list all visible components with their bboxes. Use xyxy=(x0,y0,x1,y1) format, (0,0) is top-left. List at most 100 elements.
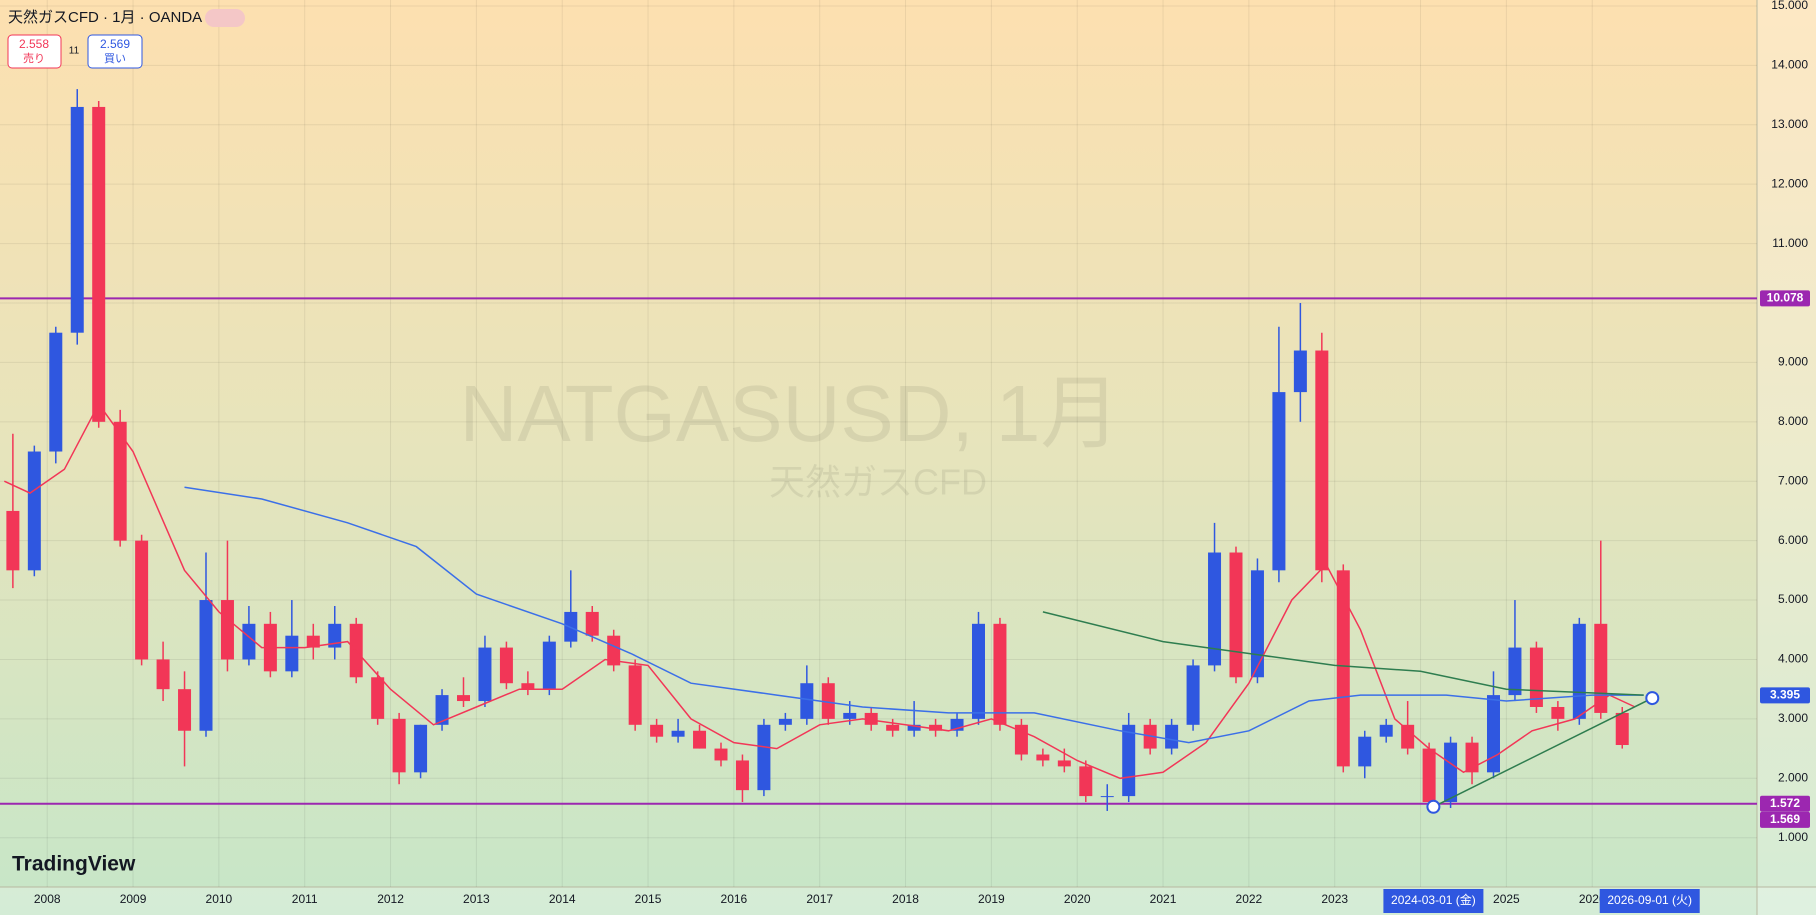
x-tick-label: 2015 xyxy=(635,892,662,906)
candle-body xyxy=(478,647,492,702)
x-tick-label: 2009 xyxy=(120,892,147,906)
candle-body xyxy=(585,611,599,636)
indicator-line xyxy=(184,486,1644,744)
candle-body xyxy=(864,712,878,725)
candle-body xyxy=(178,689,192,731)
y-tick-label: 12.000 xyxy=(1771,176,1808,190)
candle-body xyxy=(285,635,299,672)
candle-body xyxy=(1336,570,1350,767)
candle-body xyxy=(1379,724,1393,737)
candle-body xyxy=(1572,623,1586,719)
candle-body xyxy=(821,683,835,719)
time-cursor-label: 2024-03-01 (金) xyxy=(1391,892,1476,907)
candle-body xyxy=(650,724,664,737)
watermark: NATGASUSD, 1月 xyxy=(460,369,1121,458)
candle-body xyxy=(1551,706,1565,719)
candle-body xyxy=(929,724,943,731)
time-cursor-box xyxy=(1383,889,1484,913)
candle-body xyxy=(671,730,685,737)
y-tick-label: 2.000 xyxy=(1778,770,1808,784)
time-cursor-label: 2026-09-01 (火) xyxy=(1607,893,1692,907)
time-axis xyxy=(0,887,1816,915)
candle-body xyxy=(135,540,149,660)
buy-button[interactable] xyxy=(87,34,143,69)
spread: 11 xyxy=(69,46,80,57)
price-label-box xyxy=(1760,811,1810,828)
x-tick-label: 2008 xyxy=(34,892,61,906)
buy-price: 2.569 xyxy=(100,37,130,51)
candle-body xyxy=(92,106,106,422)
candle-body xyxy=(1486,695,1500,773)
candle-body xyxy=(521,683,535,690)
candle-body xyxy=(1100,796,1114,798)
candle-body xyxy=(306,635,320,648)
candle-body xyxy=(843,712,857,719)
candle-body xyxy=(778,718,792,725)
candle-body xyxy=(1250,570,1264,678)
candle-body xyxy=(886,724,900,731)
x-tick-label: 2025 xyxy=(1493,892,1520,906)
candle-body xyxy=(757,724,771,791)
sell-button[interactable] xyxy=(7,34,62,69)
y-tick-label: 8.000 xyxy=(1778,414,1808,428)
y-tick-label: 5.000 xyxy=(1778,592,1808,606)
y-tick-label: 1.000 xyxy=(1778,830,1808,844)
sell-label: 売り xyxy=(23,52,45,65)
candle-body xyxy=(1272,392,1286,571)
y-tick-label: 14.000 xyxy=(1771,58,1808,72)
candle-body xyxy=(1165,724,1179,749)
candle-body xyxy=(242,623,256,660)
indicator-line xyxy=(1042,611,1644,696)
trendline-handle[interactable] xyxy=(1426,799,1441,814)
candle-body xyxy=(1315,350,1329,571)
x-tick-label: 2017 xyxy=(806,892,833,906)
x-tick-label: 2013 xyxy=(463,892,490,906)
trendline-handle[interactable] xyxy=(1645,691,1660,706)
symbol-title: 天然ガスCFD · 1月 · OANDA xyxy=(8,9,202,26)
price-label-box xyxy=(1760,795,1810,812)
x-tick-label: 2020 xyxy=(1064,892,1091,906)
candle-body xyxy=(371,677,385,719)
candle-body xyxy=(1057,760,1071,767)
x-tick-label: 2011 xyxy=(292,892,318,906)
candle-body xyxy=(1186,665,1200,725)
x-tick-label: 2026 xyxy=(1579,892,1606,906)
x-tick-label: 2014 xyxy=(549,892,576,906)
y-tick-label: 3.000 xyxy=(1778,711,1808,725)
candle-body xyxy=(714,748,728,761)
y-tick-label: 11.000 xyxy=(1772,236,1808,250)
candle-body xyxy=(607,635,621,666)
price-label: 1.569 xyxy=(1770,812,1800,826)
candle-body xyxy=(1358,736,1372,767)
price-label: 3.395 xyxy=(1770,688,1800,702)
candle-body xyxy=(414,724,428,773)
candle-body xyxy=(1615,712,1629,746)
candle-body xyxy=(1401,724,1415,749)
price-label: 10.078 xyxy=(1767,291,1804,305)
candle-body xyxy=(1444,742,1458,803)
candle-body xyxy=(1293,350,1307,393)
candle-body xyxy=(70,106,84,333)
logo: TradingView xyxy=(12,853,136,876)
x-tick-label: 2023 xyxy=(1321,892,1348,906)
candle-body xyxy=(27,451,41,571)
x-tick-label: 2010 xyxy=(206,892,233,906)
y-tick-label: 9.000 xyxy=(1778,355,1808,369)
price-label-box xyxy=(1760,290,1810,307)
candle-body xyxy=(971,623,985,719)
candle-body xyxy=(392,718,406,773)
x-tick-label: 2022 xyxy=(1236,892,1263,906)
candle-body xyxy=(1208,552,1222,666)
candle-body xyxy=(1229,552,1243,678)
candle-body xyxy=(156,659,170,690)
candle-body xyxy=(435,695,449,725)
candle-body xyxy=(220,600,234,660)
candle-body xyxy=(113,421,127,541)
price-label-box xyxy=(1760,687,1810,704)
candle-body xyxy=(693,730,707,749)
status-pill[interactable] xyxy=(205,9,245,27)
buy-label: 買い xyxy=(104,52,126,65)
y-tick-label: 4.000 xyxy=(1778,652,1808,666)
